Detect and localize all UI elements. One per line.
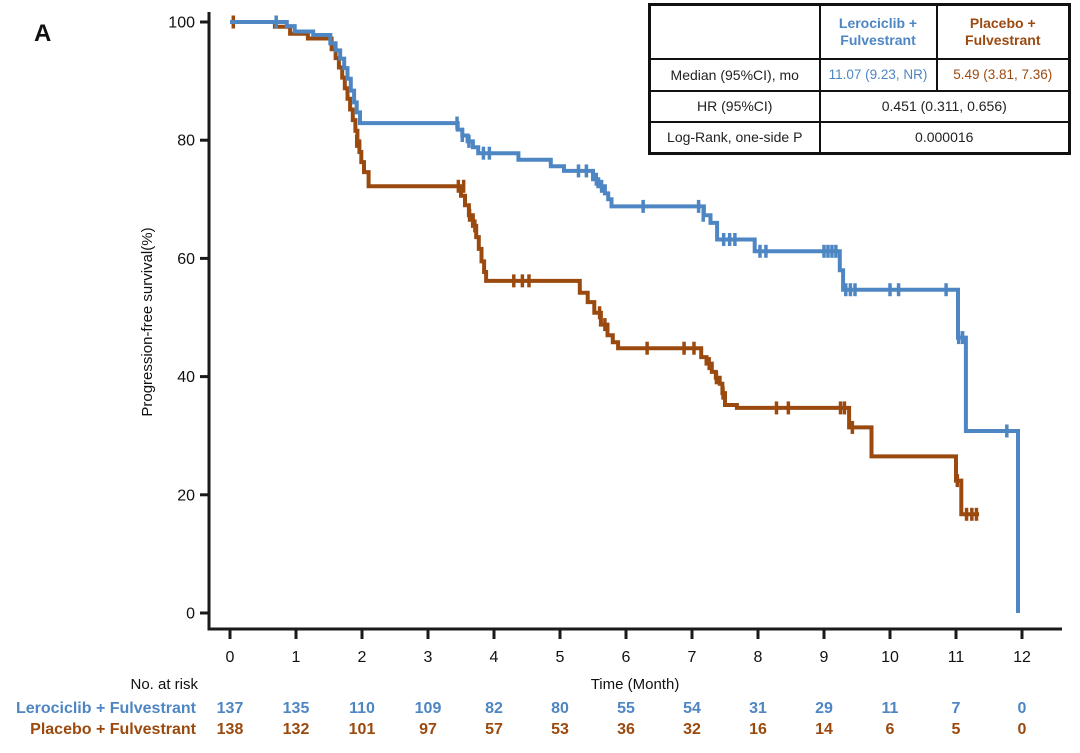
x-tick-label: 6 (622, 649, 631, 666)
risk-row-label-placebo: Placebo + Fulvestrant (30, 721, 196, 738)
y-tick-label: 40 (177, 369, 195, 386)
x-tick-label: 4 (490, 649, 499, 666)
stats-header-placebo: Placebo + Fulvestrant (935, 3, 1071, 60)
risk-count: 101 (348, 721, 376, 738)
stats-logrank-value: 0.000016 (818, 120, 1071, 155)
x-tick-label: 3 (424, 649, 433, 666)
risk-count: 55 (617, 700, 635, 717)
risk-count: 29 (815, 700, 833, 717)
arm2-header-line2: Fulvestrant (965, 31, 1041, 48)
risk-count: 14 (815, 721, 833, 738)
risk-count: 54 (683, 700, 701, 717)
stats-logrank-label: Log-Rank, one-side P (648, 120, 821, 155)
stats-empty-header (648, 3, 821, 60)
x-tick-label: 10 (881, 649, 899, 666)
y-tick-label: 80 (177, 133, 195, 150)
stats-header-lerociclib: Lerociclib + Fulvestrant (818, 3, 938, 60)
x-tick-label: 1 (292, 649, 301, 666)
x-axis-title: Time (Month) (590, 676, 680, 693)
risk-count: 57 (485, 721, 503, 738)
risk-count: 31 (749, 700, 767, 717)
stats-table: Lerociclib + Fulvestrant Placebo + Fulve… (648, 3, 1071, 155)
km-curve-0 (230, 20, 980, 517)
x-tick-label: 2 (358, 649, 367, 666)
risk-count: 132 (282, 721, 310, 738)
y-tick-label: 0 (186, 606, 195, 623)
km-curve-1 (230, 20, 1020, 613)
arm1-header-line1: Lerociclib + (838, 15, 918, 32)
risk-count: 6 (885, 721, 895, 738)
risk-count: 32 (683, 721, 701, 738)
risk-count: 137 (216, 700, 244, 717)
x-tick-label: 11 (948, 649, 965, 666)
risk-row-label-lerociclib: Lerociclib + Fulvestrant (15, 700, 196, 717)
stats-median-placebo: 5.49 (3.81, 7.36) (935, 57, 1071, 92)
risk-count: 80 (551, 700, 569, 717)
risk-count: 7 (951, 700, 961, 717)
risk-count: 110 (349, 700, 375, 717)
risk-count: 11 (881, 700, 899, 717)
y-tick-label: 60 (177, 251, 195, 268)
arm2-header-line1: Placebo + (969, 15, 1036, 32)
x-tick-label: 8 (754, 649, 763, 666)
arm1-header-line2: Fulvestrant (840, 31, 916, 48)
y-tick-label: 100 (168, 15, 195, 32)
stats-median-lerociclib: 11.07 (9.23, NR) (818, 57, 938, 92)
stats-median-label: Median (95%CI), mo (648, 57, 821, 92)
risk-count: 135 (282, 700, 310, 717)
x-tick-label: 0 (226, 649, 235, 666)
risk-counts-placebo: 138 132 101 97 57 53 36 32 16 14 6 5 0 (197, 721, 1055, 739)
risk-count: 0 (1017, 700, 1027, 717)
x-tick-label: 5 (556, 649, 565, 666)
x-tick-label: 9 (820, 649, 829, 666)
risk-count: 5 (951, 721, 961, 738)
y-tick-label: 20 (177, 487, 195, 504)
panel-label: A (34, 20, 52, 47)
x-tick-label: 12 (1013, 649, 1031, 666)
stats-hr-value: 0.451 (0.311, 0.656) (818, 89, 1071, 123)
risk-count: 53 (551, 721, 569, 738)
x-tick-label: 7 (688, 649, 697, 666)
no-at-risk-label: No. at risk (130, 676, 198, 693)
risk-count: 82 (485, 700, 503, 717)
risk-count: 138 (216, 721, 244, 738)
stats-hr-label: HR (95%CI) (648, 89, 821, 123)
risk-count: 109 (414, 700, 442, 717)
risk-count: 36 (617, 721, 635, 738)
risk-counts-lerociclib: 137 135 110 109 82 80 55 54 31 29 11 7 0 (197, 700, 1055, 718)
risk-count: 0 (1017, 721, 1027, 738)
y-axis-title: Progression-free survival(%) (139, 227, 156, 416)
risk-count: 16 (749, 721, 767, 738)
risk-count: 97 (419, 721, 437, 738)
